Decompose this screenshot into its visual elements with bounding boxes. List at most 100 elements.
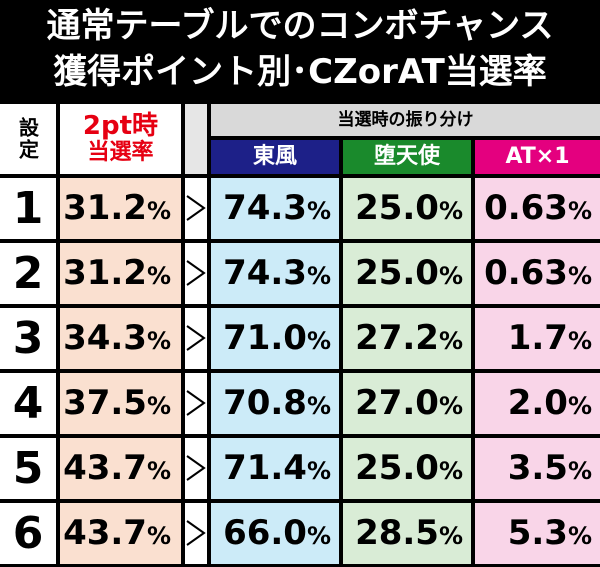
rate-cell-value: 43.7 bbox=[63, 448, 147, 488]
percent-unit: % bbox=[306, 522, 331, 550]
rate-cell-value: 31.2 bbox=[63, 188, 147, 228]
setting-cell: 1 bbox=[0, 178, 56, 239]
at-cell: 3.5% bbox=[475, 438, 600, 499]
percent-unit: % bbox=[438, 522, 463, 550]
at-cell-value: 1.7 bbox=[507, 318, 568, 358]
percent-unit: % bbox=[306, 392, 331, 420]
chevron-right-icon bbox=[186, 325, 206, 351]
setting-cell: 4 bbox=[0, 373, 56, 434]
at-cell-value: 0.63 bbox=[484, 253, 568, 293]
at-cell-value: 5.3 bbox=[507, 513, 568, 553]
probability-table: 設定 2pt時 当選率 当選時の振り分け 東風 堕天使 AT×1 1 31.2% 7… bbox=[0, 104, 600, 564]
page-title-line-2: 獲得ポイント別･CZorAT当選率 bbox=[53, 52, 547, 92]
fallen-angel-cell: 28.5% bbox=[343, 503, 471, 564]
at-cell-value: 3.5 bbox=[507, 448, 568, 488]
percent-unit: % bbox=[567, 457, 592, 485]
fallen-angel-cell-value: 25.0 bbox=[355, 448, 439, 488]
rate-cell-value: 34.3 bbox=[63, 318, 147, 358]
east-cell: 71.4% bbox=[211, 438, 339, 499]
percent-unit: % bbox=[306, 327, 331, 355]
percent-unit: % bbox=[567, 392, 592, 420]
page-title-line-1: 通常テーブルでのコンボチャンス bbox=[46, 6, 554, 46]
east-cell: 70.8% bbox=[211, 373, 339, 434]
percent-unit: % bbox=[146, 262, 171, 290]
rate-cell: 37.5% bbox=[60, 373, 181, 434]
setting-cell-value: 4 bbox=[12, 378, 44, 429]
distribution-header: 当選時の振り分け bbox=[211, 104, 600, 136]
rate-cell: 43.7% bbox=[60, 503, 181, 564]
rate-cell: 43.7% bbox=[60, 438, 181, 499]
setting-header-label: 設定 bbox=[15, 117, 40, 161]
setting-cell: 3 bbox=[0, 308, 56, 369]
at-cell: 1.7% bbox=[475, 308, 600, 369]
setting-cell-value: 2 bbox=[12, 248, 44, 299]
east-cell-value: 74.3 bbox=[223, 253, 307, 293]
percent-unit: % bbox=[146, 457, 171, 485]
at-cell: 5.3% bbox=[475, 503, 600, 564]
setting-cell-value: 5 bbox=[12, 443, 44, 494]
rate-cell: 31.2% bbox=[60, 243, 181, 304]
east-cell-value: 71.0 bbox=[223, 318, 307, 358]
fallen-angel-cell: 27.0% bbox=[343, 373, 471, 434]
east-cell: 74.3% bbox=[211, 243, 339, 304]
fallen-angel-cell-value: 25.0 bbox=[355, 253, 439, 293]
arrow-cell bbox=[185, 308, 207, 369]
east-cell: 66.0% bbox=[211, 503, 339, 564]
fallen-angel-cell-value: 25.0 bbox=[355, 188, 439, 228]
east-cell-value: 66.0 bbox=[223, 513, 307, 553]
fallen-angel-cell-value: 28.5 bbox=[355, 513, 439, 553]
percent-unit: % bbox=[306, 197, 331, 225]
rate-cell: 31.2% bbox=[60, 178, 181, 239]
arrow-cell bbox=[185, 178, 207, 239]
percent-unit: % bbox=[438, 327, 463, 355]
setting-cell-value: 6 bbox=[12, 508, 44, 559]
setting-cell: 6 bbox=[0, 503, 56, 564]
percent-unit: % bbox=[567, 522, 592, 550]
chevron-right-icon bbox=[186, 390, 206, 416]
setting-cell-value: 1 bbox=[12, 183, 44, 234]
percent-unit: % bbox=[146, 522, 171, 550]
arrow-cell bbox=[185, 503, 207, 564]
rate-cell: 34.3% bbox=[60, 308, 181, 369]
setting-cell: 2 bbox=[0, 243, 56, 304]
percent-unit: % bbox=[306, 457, 331, 485]
east-cell: 74.3% bbox=[211, 178, 339, 239]
percent-unit: % bbox=[306, 262, 331, 290]
fallen-angel-cell: 25.0% bbox=[343, 178, 471, 239]
rate-cell-value: 37.5 bbox=[63, 383, 147, 423]
percent-unit: % bbox=[438, 197, 463, 225]
at-cell: 2.0% bbox=[475, 373, 600, 434]
chevron-right-icon bbox=[186, 520, 206, 546]
at-header: AT×1 bbox=[475, 140, 600, 174]
setting-cell: 5 bbox=[0, 438, 56, 499]
fallen-angel-cell-value: 27.0 bbox=[355, 383, 439, 423]
rate-cell-value: 31.2 bbox=[63, 253, 147, 293]
percent-unit: % bbox=[567, 262, 592, 290]
chevron-right-icon bbox=[186, 455, 206, 481]
percent-unit: % bbox=[146, 327, 171, 355]
at-cell-value: 2.0 bbox=[507, 383, 568, 423]
percent-unit: % bbox=[567, 327, 592, 355]
east-cell-value: 71.4 bbox=[223, 448, 307, 488]
percent-unit: % bbox=[438, 392, 463, 420]
arrow-cell bbox=[185, 438, 207, 499]
at-cell: 0.63% bbox=[475, 243, 600, 304]
at-cell-value: 0.63 bbox=[484, 188, 568, 228]
rate-cell-value: 43.7 bbox=[63, 513, 147, 553]
east-cell-value: 74.3 bbox=[223, 188, 307, 228]
rate-header: 2pt時 当選率 bbox=[60, 104, 181, 174]
east-cell: 71.0% bbox=[211, 308, 339, 369]
east-header: 東風 bbox=[211, 140, 339, 174]
percent-unit: % bbox=[146, 197, 171, 225]
at-cell: 0.63% bbox=[475, 178, 600, 239]
chevron-right-icon bbox=[186, 195, 206, 221]
header-gap bbox=[185, 104, 207, 174]
arrow-cell bbox=[185, 243, 207, 304]
rate-header-line-2: 当選率 bbox=[87, 140, 154, 165]
percent-unit: % bbox=[438, 262, 463, 290]
rate-header-line-1: 2pt時 bbox=[82, 111, 159, 141]
percent-unit: % bbox=[146, 392, 171, 420]
percent-unit: % bbox=[438, 457, 463, 485]
fallen-angel-cell-value: 27.2 bbox=[355, 318, 439, 358]
